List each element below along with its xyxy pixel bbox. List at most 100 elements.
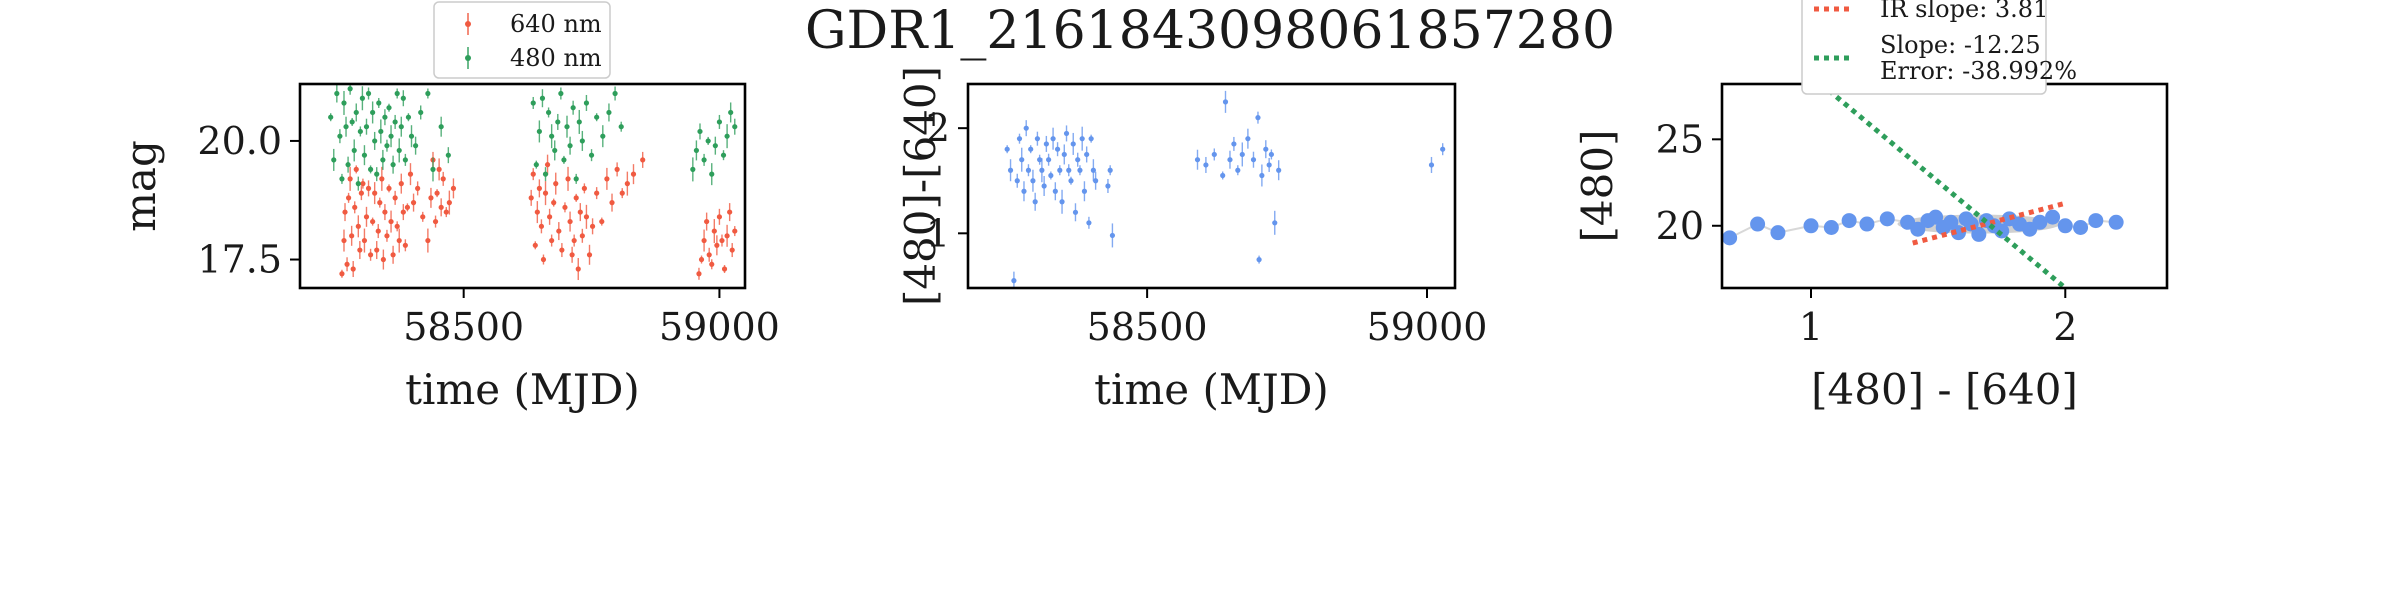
data-point	[407, 171, 414, 177]
data-point	[425, 90, 431, 97]
data-point	[337, 133, 343, 139]
data-point	[1272, 220, 1278, 226]
data-point	[344, 261, 350, 267]
data-point	[351, 147, 357, 154]
data-point	[589, 223, 596, 229]
data-point	[1063, 130, 1070, 137]
data-point	[1263, 146, 1269, 152]
data-point	[716, 214, 723, 220]
data-point	[1054, 146, 1061, 152]
data-point	[1203, 162, 1209, 168]
data-point	[704, 218, 710, 225]
data-point	[353, 166, 359, 172]
data-point	[690, 166, 696, 172]
data-point	[361, 152, 368, 158]
legend-box	[1801, 0, 2047, 95]
y-tick-label: 2	[926, 106, 950, 150]
data-point	[583, 100, 590, 106]
x-tick-label: 59000	[659, 305, 780, 349]
data-point	[372, 190, 378, 196]
data-point	[612, 90, 618, 97]
data-point	[1086, 220, 1092, 226]
data-point	[711, 228, 717, 234]
data-point	[1227, 157, 1233, 163]
data-point	[438, 204, 444, 210]
data-point	[388, 133, 394, 139]
data-point	[415, 185, 421, 191]
data-point	[1011, 278, 1017, 284]
data-point	[347, 86, 353, 92]
y-axis-label: [480]-[640]	[896, 66, 945, 306]
data-point	[542, 171, 549, 177]
data-point	[573, 195, 579, 201]
data-point	[443, 209, 449, 215]
data-point	[367, 252, 374, 258]
data-point	[434, 190, 440, 196]
data-point	[331, 157, 337, 163]
y-tick-label: 1	[926, 211, 950, 255]
data-point	[729, 247, 735, 253]
data-point	[561, 157, 567, 163]
data-point	[706, 252, 712, 258]
data-point	[732, 228, 738, 234]
data-point	[400, 209, 406, 215]
data-point	[430, 166, 436, 172]
data-point	[534, 209, 540, 215]
data-point	[357, 128, 363, 135]
data-point	[363, 214, 370, 220]
data-point	[1046, 157, 1052, 163]
data-point	[1061, 151, 1067, 158]
x-tick-label: 2	[2053, 305, 2077, 349]
data-point	[1428, 162, 1435, 168]
data-point	[394, 223, 400, 229]
data-point	[693, 147, 700, 154]
data-point	[2045, 209, 2061, 225]
data-point	[1070, 141, 1076, 147]
data-point	[1084, 151, 1090, 158]
data-point	[1043, 141, 1049, 147]
data-point	[1025, 167, 1032, 173]
data-point	[1007, 167, 1014, 173]
data-point	[1259, 172, 1265, 179]
data-point	[719, 237, 725, 244]
data-point	[544, 162, 551, 168]
data-point	[349, 119, 355, 125]
data-point	[547, 214, 553, 220]
data-point	[732, 124, 738, 130]
y-tick-label: 25	[1656, 117, 1704, 161]
legend-marker	[465, 21, 471, 27]
data-point	[624, 181, 630, 187]
data-point	[562, 204, 568, 210]
data-point	[581, 185, 587, 191]
data-point	[358, 190, 364, 196]
data-point	[1268, 151, 1274, 158]
data-point	[1088, 136, 1094, 142]
data-point	[530, 171, 536, 177]
data-point	[432, 218, 439, 225]
data-point	[428, 195, 434, 201]
data-point	[374, 247, 380, 253]
data-point	[365, 90, 372, 97]
data-point	[1722, 230, 1738, 246]
axes-frame	[966, 82, 1457, 290]
data-point	[599, 218, 605, 225]
data-point	[1014, 178, 1020, 184]
plot-area	[1722, 84, 2124, 288]
data-point	[709, 171, 715, 177]
data-point	[1231, 141, 1237, 147]
x-tick-label: 59000	[1367, 305, 1488, 349]
data-point	[528, 195, 534, 201]
data-point	[1222, 99, 1229, 105]
data-point	[724, 233, 730, 239]
data-point	[1093, 178, 1099, 184]
data-point	[594, 114, 600, 120]
data-point	[2032, 214, 2048, 230]
x-tick-label: 58500	[403, 305, 524, 349]
data-point	[1879, 211, 1895, 227]
data-point	[618, 124, 624, 130]
data-point	[392, 119, 398, 125]
data-point	[343, 124, 349, 130]
data-point	[1068, 178, 1074, 184]
data-point	[350, 266, 356, 272]
data-point	[640, 157, 646, 163]
